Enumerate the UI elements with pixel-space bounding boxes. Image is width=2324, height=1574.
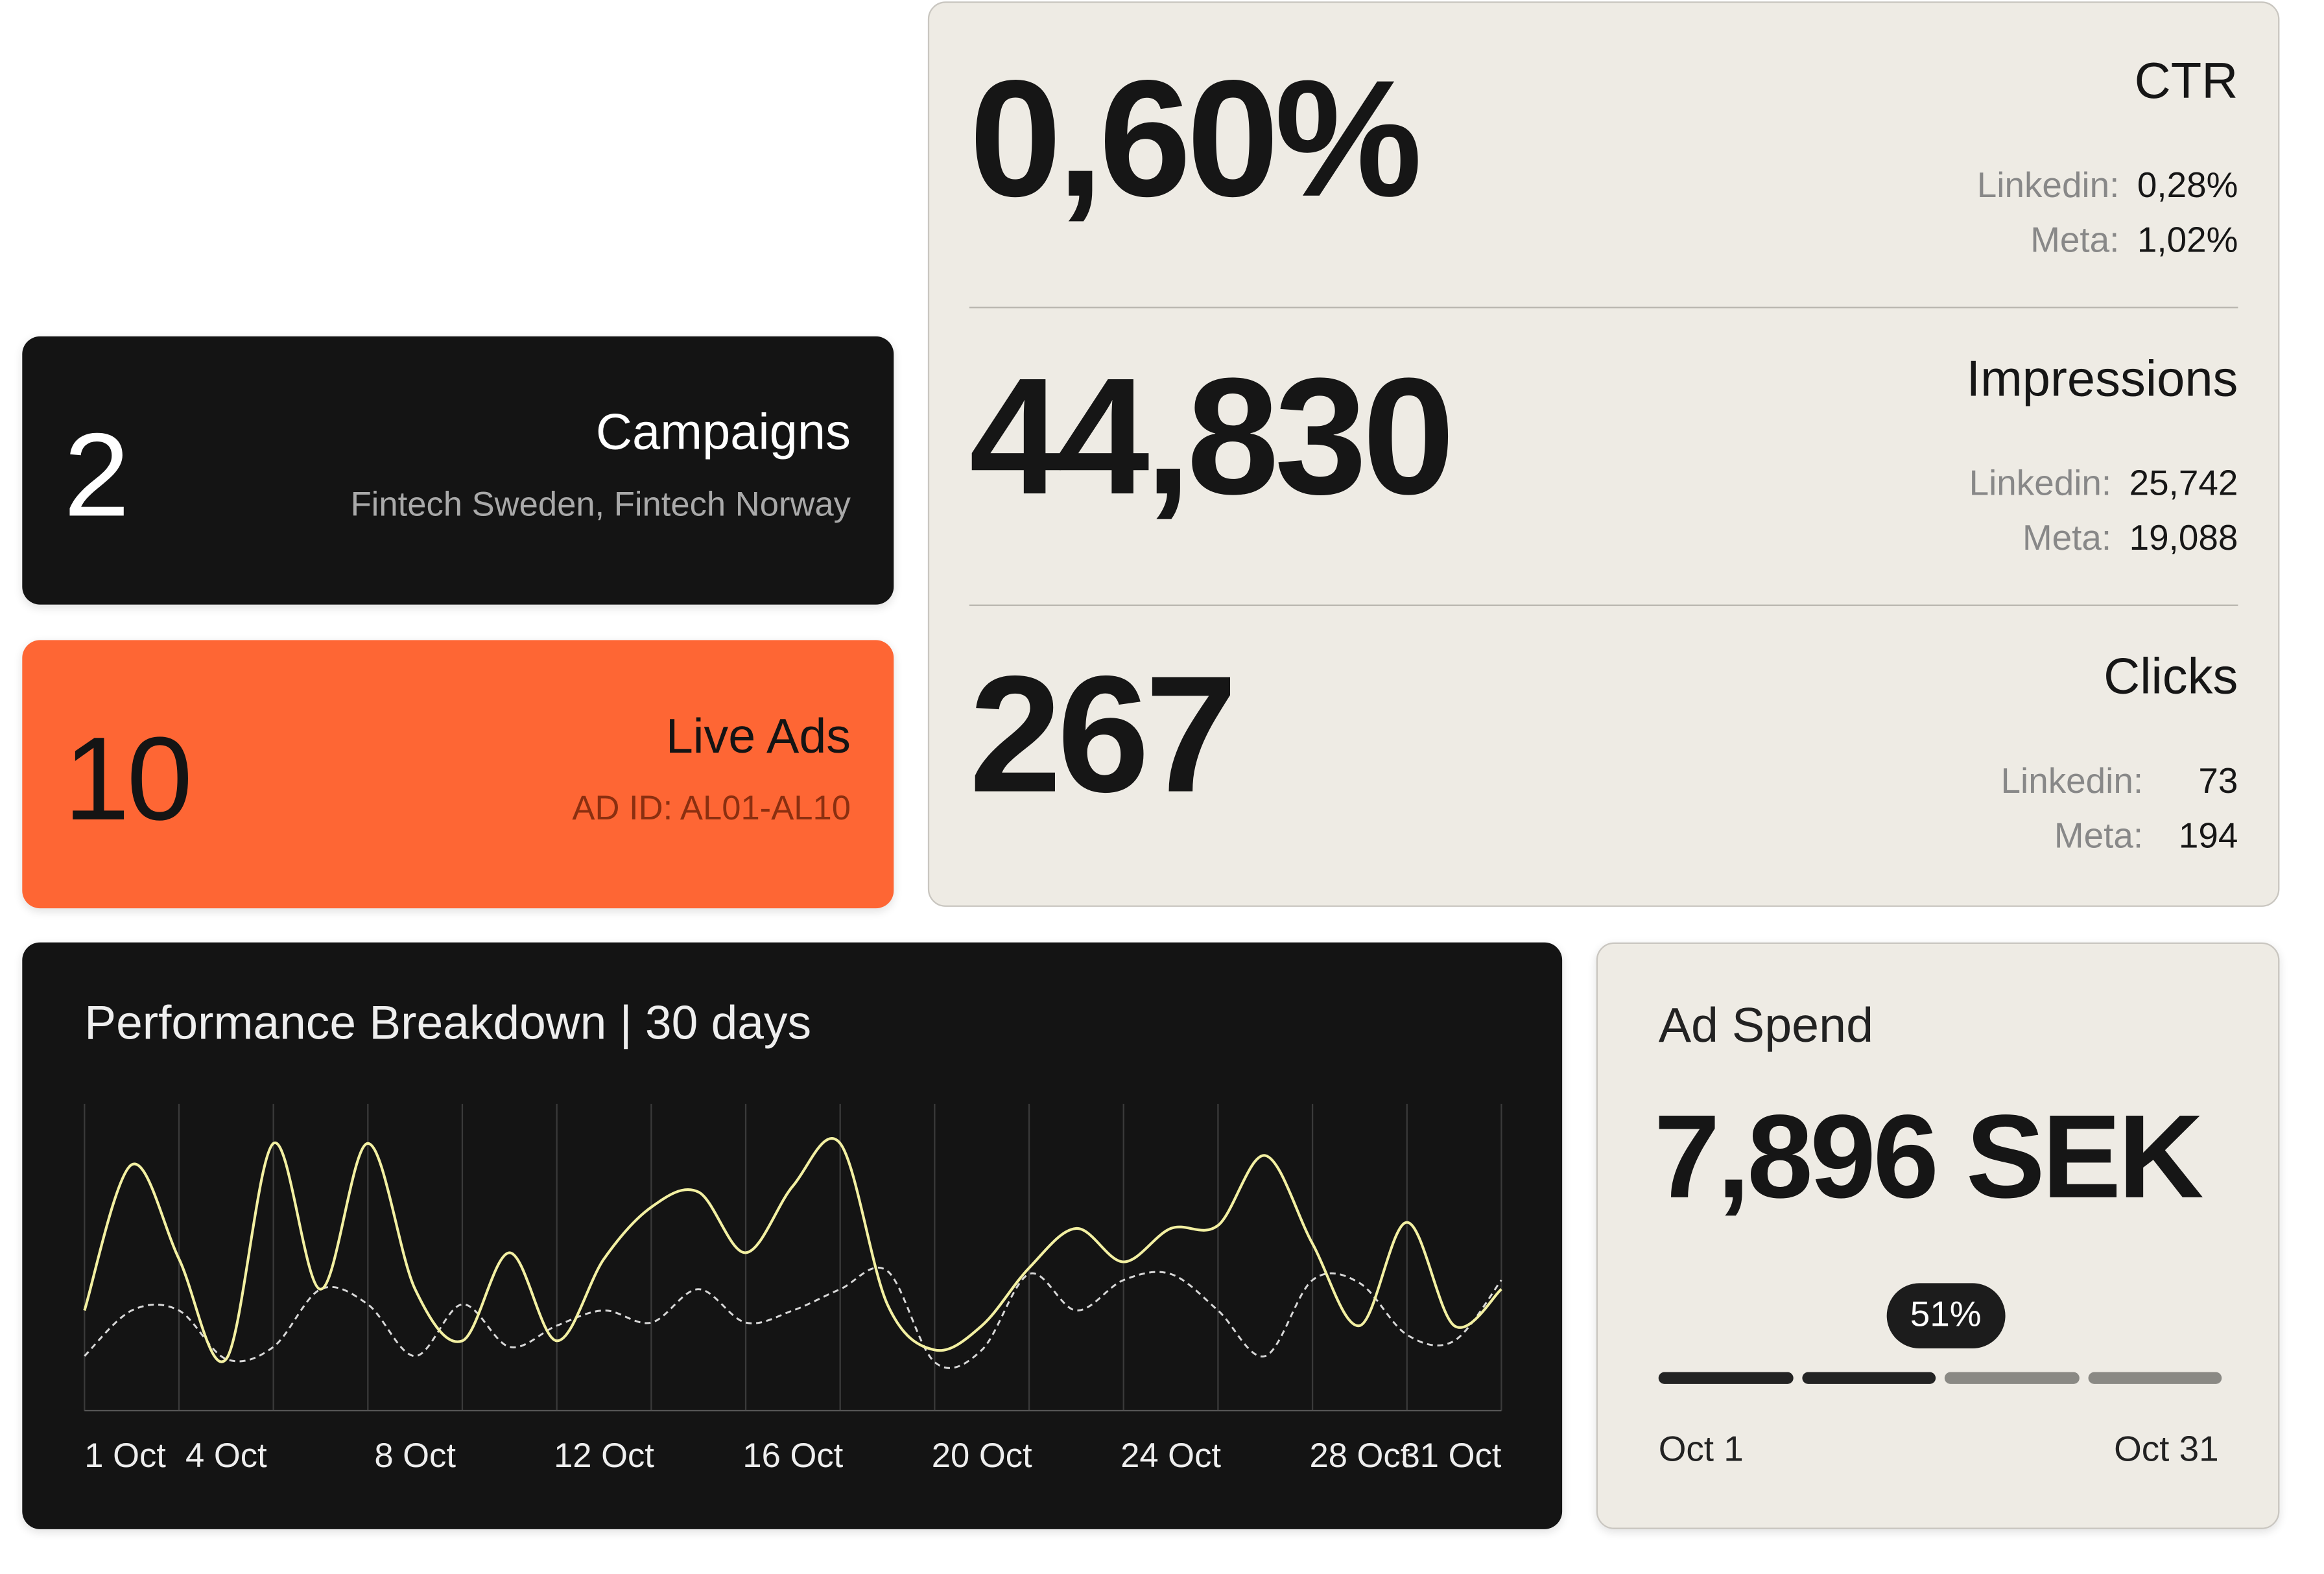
ad-spend-card: Ad Spend 7,896 SEK Oct 1 Oct 31 51% <box>1596 942 2280 1529</box>
breakdown-value: 19,088 <box>2129 518 2238 559</box>
campaigns-card: 2 Campaigns Fintech Sweden, Fintech Norw… <box>22 336 894 605</box>
x-tick-label: 28 Oct <box>1309 1437 1410 1475</box>
live-ads-detail: AD ID: AL01-AL10 <box>572 788 851 827</box>
breakdown-row: Linkedin: 73 <box>2001 754 2238 809</box>
breakdown-row: Meta: 19,088 <box>1969 511 2238 567</box>
metric-label: Impressions <box>1966 351 2238 408</box>
series-line <box>84 1266 1502 1369</box>
breakdown-value: 0,28% <box>2137 165 2238 206</box>
divider <box>969 307 2238 309</box>
breakdown-source: Meta: <box>2022 518 2112 559</box>
breakdown-row: Meta: 1,02% <box>1977 213 2238 268</box>
metric-breakdown: Linkedin: 0,28% Meta: 1,02% <box>1977 159 2238 268</box>
x-tick-label: 20 Oct <box>932 1437 1032 1475</box>
metric-value: 44,830 <box>969 344 1455 529</box>
breakdown-value: 73 <box>2198 761 2238 802</box>
live-ads-count: 10 <box>64 712 193 845</box>
breakdown-source: Meta: <box>2054 816 2144 857</box>
x-tick-label: 16 Oct <box>742 1437 843 1475</box>
breakdown-source: Meta: <box>2030 220 2120 261</box>
metric-label: Clicks <box>2104 649 2238 705</box>
metric-label: CTR <box>2134 53 2238 110</box>
progress-segment <box>2087 1372 2222 1384</box>
campaigns-detail: Fintech Sweden, Fintech Norway <box>350 484 851 523</box>
campaigns-label: Campaigns <box>595 404 851 461</box>
divider <box>969 604 2238 606</box>
live-ads-label: Live Ads <box>665 708 851 764</box>
x-tick-label: 12 Oct <box>554 1437 654 1475</box>
ad-spend-title: Ad Spend <box>1658 997 1874 1052</box>
series-line <box>83 1137 1502 1363</box>
progress-segment <box>1801 1372 1936 1384</box>
metric-breakdown: Linkedin: 25,742 Meta: 19,088 <box>1969 456 2238 566</box>
x-tick-label: 8 Oct <box>374 1437 456 1475</box>
breakdown-source: Linkedin: <box>2000 761 2144 802</box>
x-tick-label: 31 Oct <box>1401 1437 1502 1475</box>
x-tick-label: 4 Oct <box>185 1437 267 1475</box>
breakdown-value: 194 <box>2178 816 2238 857</box>
period-start: Oct 1 <box>1658 1429 1744 1470</box>
live-ads-card: 10 Live Ads AD ID: AL01-AL10 <box>22 640 894 909</box>
breakdown-source: Linkedin: <box>1976 165 2120 206</box>
breakdown-row: Meta: 194 <box>2001 809 2238 864</box>
metric-breakdown: Linkedin: 73 Meta: 194 <box>2001 754 2238 863</box>
breakdown-source: Linkedin: <box>1969 464 2112 504</box>
progress-badge: 51% <box>1886 1283 2006 1348</box>
progress-segment <box>1658 1372 1793 1384</box>
metrics-card: 0,60% CTR Linkedin: 0,28% Meta: 1,02% 44,830 Im… <box>927 1 2280 907</box>
x-tick-label: 1 Oct <box>84 1437 166 1475</box>
metric-value: 0,60% <box>969 45 1422 231</box>
x-tick-label: 24 Oct <box>1120 1437 1221 1475</box>
metric-value: 267 <box>969 641 1237 827</box>
breakdown-row: Linkedin: 25,742 <box>1969 456 2238 511</box>
chart-card: Performance Breakdown | 30 days 1 Oct 4 O… <box>22 942 1563 1529</box>
ad-spend-value: 7,896 SEK <box>1654 1090 2204 1223</box>
breakdown-row: Linkedin: 0,28% <box>1977 159 2238 214</box>
progress-segment <box>1944 1372 2079 1384</box>
period-end: Oct 31 <box>2114 1429 2219 1470</box>
breakdown-value: 25,742 <box>2129 464 2238 504</box>
campaigns-count: 2 <box>64 408 130 541</box>
chart: 1 Oct 4 Oct 8 Oct 12 Oct 16 Oct 20 Oct 24 Oct 2… <box>83 1103 1502 1475</box>
breakdown-value: 1,02% <box>2137 220 2238 261</box>
chart-title: Performance Breakdown | 30 days <box>84 995 812 1050</box>
